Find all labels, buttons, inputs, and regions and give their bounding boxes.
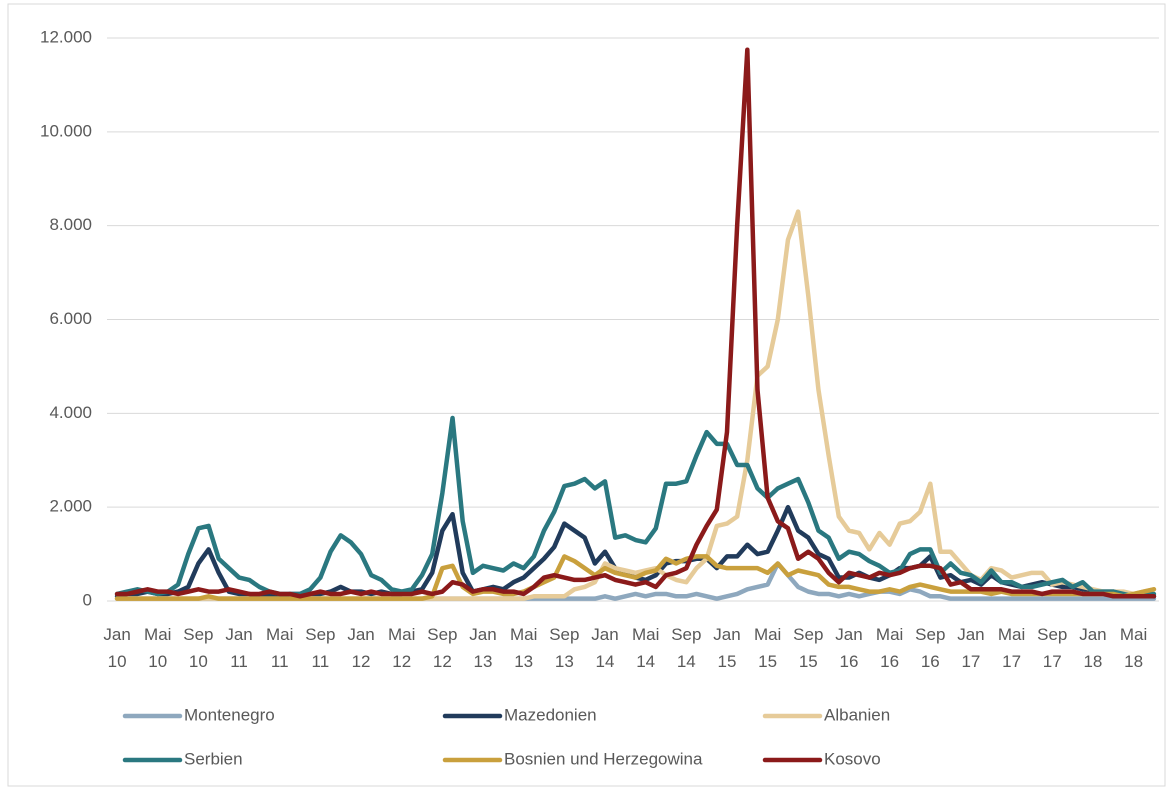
x-tick-label: Sep 15 bbox=[793, 625, 824, 671]
x-tick-label: Mai 17 bbox=[997, 625, 1026, 671]
legend-label: Bosnien und Herzegowina bbox=[504, 749, 703, 768]
chart-frame bbox=[7, 3, 1166, 787]
y-tick-label: 4.000 bbox=[49, 403, 92, 422]
x-tick-label: Jan 14 bbox=[591, 625, 619, 671]
x-tick-label: Jan 16 bbox=[835, 625, 863, 671]
x-tick-label: Mai 12 bbox=[388, 625, 416, 671]
x-tick-label: Sep 14 bbox=[671, 625, 702, 671]
x-tick-label: Mai 13 bbox=[509, 625, 538, 671]
x-tick-label: Sep 16 bbox=[915, 625, 946, 671]
legend-label: Mazedonien bbox=[504, 705, 597, 724]
x-tick-label: Jan 12 bbox=[347, 625, 375, 671]
x-tick-label: Sep 10 bbox=[183, 625, 214, 671]
y-tick-label: 6.000 bbox=[49, 309, 92, 328]
y-tick-label: 2.000 bbox=[49, 497, 92, 516]
legend-label: Albanien bbox=[824, 705, 890, 724]
x-tick-label: Jan 13 bbox=[469, 625, 497, 671]
x-tick-label: Sep 11 bbox=[305, 625, 336, 671]
x-tick-label: Mai 11 bbox=[266, 625, 294, 671]
data-line bbox=[114, 554, 1157, 601]
x-tick-label: Jan 18 bbox=[1079, 625, 1107, 671]
x-tick-label: Jan 11 bbox=[225, 625, 253, 671]
x-tick-label: Mai 10 bbox=[144, 625, 172, 671]
x-tick-label: Jan 10 bbox=[103, 625, 131, 671]
y-tick-label: 0 bbox=[83, 590, 92, 609]
x-tick-label: Mai 18 bbox=[1119, 625, 1148, 671]
legend-label: Kosovo bbox=[824, 749, 881, 768]
legend-label: Montenegro bbox=[184, 705, 275, 724]
x-tick-label: Mai 14 bbox=[631, 625, 660, 671]
data-line bbox=[114, 47, 1157, 599]
x-tick-label: Sep 12 bbox=[427, 625, 458, 671]
x-tick-label: Mai 15 bbox=[753, 625, 782, 671]
x-tick-label: Mai 16 bbox=[875, 625, 904, 671]
legend-label: Serbien bbox=[184, 749, 243, 768]
x-tick-label: Sep 13 bbox=[549, 625, 580, 671]
x-tick-label: Jan 17 bbox=[957, 625, 985, 671]
x-tick-label: Jan 15 bbox=[713, 625, 741, 671]
y-tick-label: 10.000 bbox=[40, 121, 92, 140]
y-tick-label: 12.000 bbox=[40, 27, 92, 46]
x-tick-label: Sep 17 bbox=[1037, 625, 1068, 671]
y-tick-label: 8.000 bbox=[49, 215, 92, 234]
